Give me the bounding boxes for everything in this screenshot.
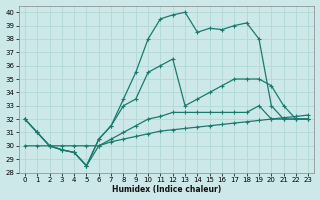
X-axis label: Humidex (Indice chaleur): Humidex (Indice chaleur) <box>112 185 221 194</box>
